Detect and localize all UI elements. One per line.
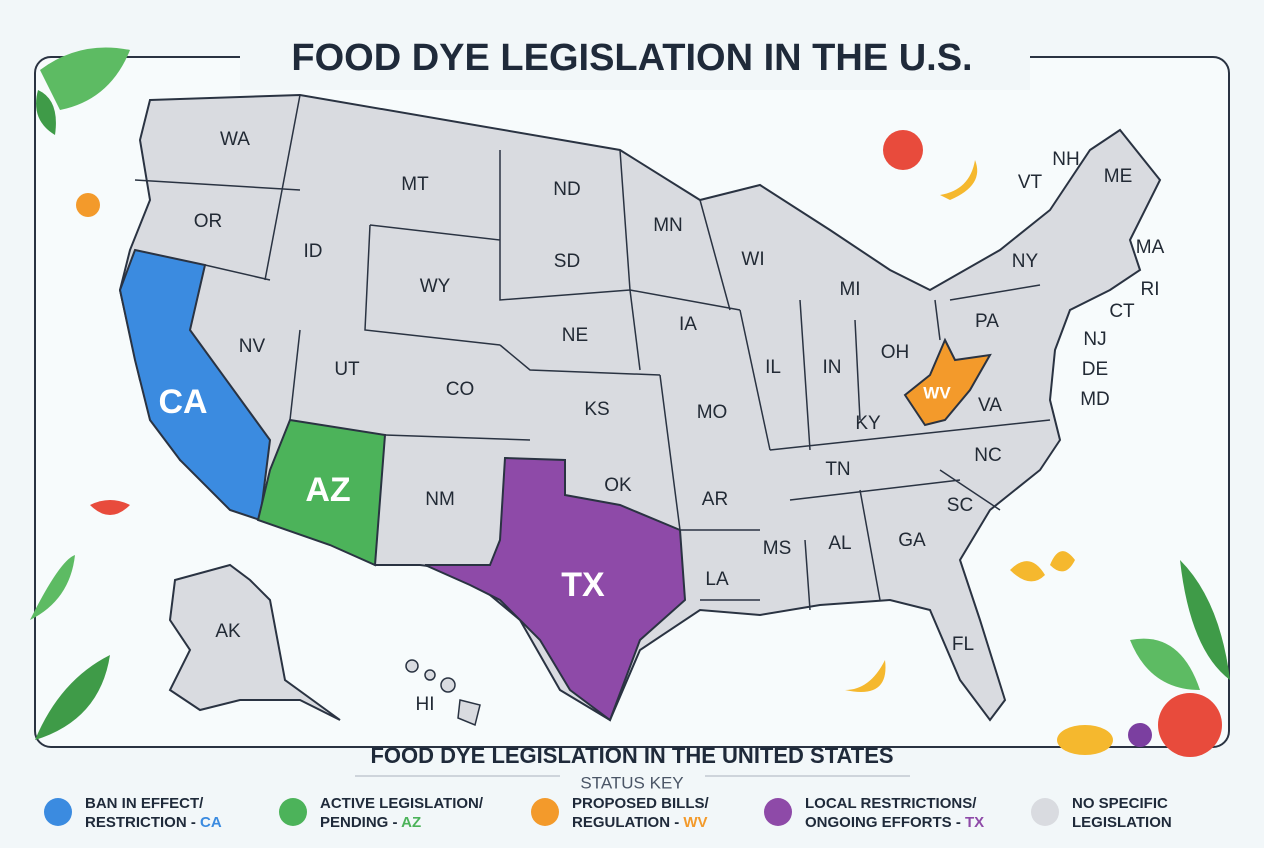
legend-subtitle: STATUS KEY <box>580 773 683 792</box>
legend-title: FOOD DYE LEGISLATION IN THE UNITED STATE… <box>370 743 893 768</box>
legend-swatch <box>764 798 792 826</box>
state-label: WI <box>741 249 764 270</box>
state-label: VA <box>978 395 1002 416</box>
state-label: TX <box>561 566 605 604</box>
state-label: MO <box>697 402 728 423</box>
state-label: MI <box>839 279 860 300</box>
legend-line: ONGOING EFFORTS - TX <box>805 814 984 831</box>
state-shape <box>903 337 992 427</box>
state-label: LA <box>705 569 729 590</box>
state-label: IN <box>823 357 842 378</box>
highlighted-states <box>118 248 992 722</box>
state-label: MA <box>1136 237 1165 258</box>
state-label: CO <box>446 379 475 400</box>
legend-subtitle-backdrop <box>560 772 705 794</box>
state-label: SD <box>554 251 580 272</box>
state-label: NE <box>562 325 588 346</box>
state-label: GA <box>898 530 926 551</box>
state-label: CA <box>158 383 207 421</box>
state-label: NM <box>425 489 455 510</box>
state-label: VT <box>1018 172 1043 193</box>
legend: BAN IN EFFECT/RESTRICTION - CA ACTIVE LEG… <box>44 795 1172 831</box>
legend-swatch <box>531 798 559 826</box>
state-label: KS <box>584 399 609 420</box>
state-label: OR <box>194 211 223 232</box>
legend-line: ACTIVE LEGISLATION/ <box>320 795 484 812</box>
legend-text: PENDING - <box>320 814 398 831</box>
state-label: HI <box>416 694 435 715</box>
state-label: ND <box>553 179 580 200</box>
state-label: NC <box>974 445 1001 466</box>
title: FOOD DYE LEGISLATION IN THE U.S. <box>291 37 972 79</box>
state-shape <box>256 418 387 567</box>
legend-swatch <box>279 798 307 826</box>
legend-line: RESTRICTION - CA <box>85 814 222 831</box>
state-label: CT <box>1109 301 1135 322</box>
legend-line: PENDING - AZ <box>320 814 421 831</box>
legend-text: RESTRICTION - <box>85 814 196 831</box>
legend-line: REGULATION - WV <box>572 814 708 831</box>
state-label: RI <box>1141 279 1160 300</box>
state-label: SC <box>947 495 973 516</box>
state-label: AK <box>215 621 241 642</box>
state-label: IA <box>679 314 697 335</box>
state-label: AZ <box>305 471 350 509</box>
state-label: NJ <box>1083 329 1106 350</box>
legend-state: WV <box>683 814 707 831</box>
state-label: DE <box>1082 359 1108 380</box>
legend-swatch <box>44 798 72 826</box>
state-label: PA <box>975 311 999 332</box>
state-label: NH <box>1052 149 1079 170</box>
state-label: NY <box>1012 251 1039 272</box>
legend-line: BAN IN EFFECT/ <box>85 795 204 812</box>
state-label: KY <box>855 413 881 434</box>
state-label: TN <box>825 459 850 480</box>
legend-line: LOCAL RESTRICTIONS/ <box>805 795 977 812</box>
state-label: ME <box>1104 166 1133 187</box>
state-label: MS <box>763 538 792 559</box>
alaska <box>168 563 341 721</box>
state-label: OK <box>604 475 632 496</box>
legend-state: CA <box>200 814 222 831</box>
hawaii <box>405 659 481 727</box>
state-label: WV <box>923 383 951 402</box>
state-label: NV <box>239 336 266 357</box>
legend-text: LEGISLATION <box>1072 814 1172 831</box>
legend-state: AZ <box>401 814 421 831</box>
legend-line: LEGISLATION <box>1072 814 1172 831</box>
title-backdrop <box>240 30 1030 90</box>
state-label: AR <box>702 489 728 510</box>
legend-swatch <box>1031 798 1059 826</box>
state-label: IL <box>765 357 781 378</box>
state-label: AL <box>828 533 851 554</box>
state-label: UT <box>334 359 360 380</box>
state-label: WA <box>220 129 250 150</box>
legend-state: TX <box>965 814 984 831</box>
legend-text: REGULATION - <box>572 814 679 831</box>
state-label: MD <box>1080 389 1110 410</box>
state-label: OH <box>881 342 910 363</box>
legend-line: PROPOSED BILLS/ <box>572 795 710 812</box>
state-shape <box>424 456 687 722</box>
state-labels: WA OR CA NV ID MT WY UT AZ CO NM ND SD NE KS OK TX MN IA MO… <box>158 129 1164 715</box>
state-label: ID <box>304 241 323 262</box>
state-shape <box>118 248 272 522</box>
state-label: WY <box>420 276 451 297</box>
state-label: MN <box>653 215 683 236</box>
state-label: MT <box>401 174 429 195</box>
legend-text: ONGOING EFFORTS - <box>805 814 961 831</box>
map: WA OR CA NV ID MT WY UT AZ CO NM ND SD NE KS OK TX MN IA MO… <box>118 93 1165 727</box>
legend-line: NO SPECIFIC <box>1072 795 1168 812</box>
state-label: FL <box>952 634 974 655</box>
decorations <box>30 47 1230 757</box>
